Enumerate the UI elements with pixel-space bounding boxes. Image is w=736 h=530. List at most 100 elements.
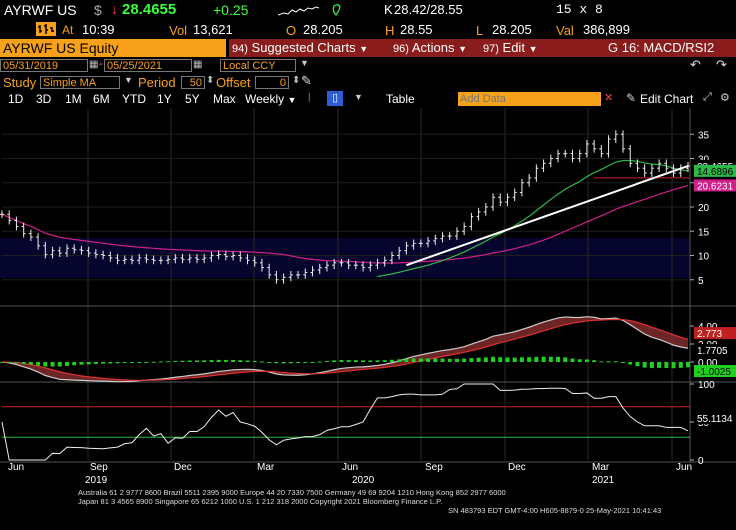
- macd-histogram-bar: [548, 356, 553, 362]
- macd-histogram-bar: [404, 358, 409, 362]
- graph-name: G 16: MACD/RSI2: [608, 40, 715, 55]
- axes: 510152025303528.465520.623114.68964.002.…: [690, 130, 736, 467]
- macd-histogram-bar: [288, 362, 293, 364]
- edit-chart-button[interactable]: Edit Chart: [640, 92, 694, 106]
- candle-chart-icon[interactable]: ▯: [327, 91, 343, 106]
- start-date-field[interactable]: 05/31/2019: [0, 59, 88, 72]
- quote-details: At 10:39 Vol 13,621 O 28.205 H 28.55 L 2…: [0, 20, 736, 38]
- macd-histogram-bar: [216, 359, 221, 362]
- macd-histogram-bar: [389, 359, 394, 362]
- period-label: Period: [138, 75, 176, 90]
- calendar-icon[interactable]: ▦: [89, 59, 99, 70]
- menu-bar: [229, 39, 736, 57]
- tab-5y[interactable]: 5Y: [185, 92, 200, 106]
- tab-1m[interactable]: 1M: [65, 92, 82, 106]
- macd-histogram-bar: [310, 362, 315, 363]
- tab-1d[interactable]: 1D: [8, 92, 24, 106]
- macd-histogram-bar: [671, 362, 676, 369]
- macd-histogram-bar: [72, 362, 77, 366]
- period-field[interactable]: 50: [181, 76, 205, 89]
- security-field[interactable]: AYRWF US Equity: [0, 39, 226, 57]
- signal-line: [1, 318, 689, 381]
- price-panel: [0, 130, 690, 284]
- macd-histogram-bar: [462, 358, 467, 362]
- stepper-icon[interactable]: ⬍: [206, 75, 215, 86]
- macd-histogram-bar: [259, 361, 264, 363]
- macd-histogram-bar: [332, 360, 337, 362]
- suggested-charts-menu[interactable]: 94) Suggested Charts ▼: [232, 40, 368, 55]
- chart-canvas[interactable]: 510152025303528.465520.623114.68964.002.…: [0, 108, 736, 480]
- y-tick-label: 35: [698, 130, 710, 141]
- volume: 13,621: [193, 22, 233, 37]
- macd-histogram-bar: [267, 362, 272, 363]
- actions-label: Actions: [411, 40, 455, 55]
- end-date-field[interactable]: 05/25/2021: [104, 59, 192, 72]
- open-label: O: [286, 23, 297, 38]
- rsi-value-label: 55.1134: [697, 414, 733, 425]
- edit-number: 97): [483, 43, 499, 55]
- calendar-icon[interactable]: ▦: [193, 59, 203, 70]
- trend-line: [406, 164, 689, 267]
- table-button[interactable]: Table: [386, 92, 415, 106]
- macd-histogram-bar: [657, 362, 662, 368]
- macd-histogram-bar: [202, 360, 207, 362]
- macd-histogram-bar: [411, 358, 416, 362]
- x-tick-label: Jun: [8, 462, 25, 473]
- macd-histogram-bar: [592, 360, 597, 362]
- macd-histogram-bar: [584, 359, 589, 362]
- macd-histogram-bar: [79, 362, 84, 365]
- x-tick-label: Mar: [592, 462, 610, 473]
- at-label: At: [62, 23, 74, 37]
- zoom-in-icon[interactable]: ⤢: [703, 91, 712, 103]
- macd-histogram-bar: [166, 361, 171, 363]
- offset-field[interactable]: 0: [255, 76, 289, 89]
- moving-average-line: [377, 159, 689, 278]
- quote-header: AYRWF US $ ↓ 28.4655 +0.25 K 28.42/28.55…: [0, 0, 736, 20]
- actions-menu[interactable]: 96) Actions ▼: [393, 40, 467, 55]
- edit-chart-icon[interactable]: ✎: [626, 91, 637, 105]
- macd-histogram-bar: [649, 362, 654, 369]
- macd-histogram-bar: [122, 362, 127, 363]
- volume-label: Vol: [169, 23, 188, 38]
- macd-histogram-bar: [491, 356, 496, 362]
- redo-icon[interactable]: ↷: [716, 57, 727, 72]
- macd-histogram-bar: [281, 362, 286, 364]
- chevron-down-icon[interactable]: ▼: [124, 75, 133, 85]
- chevron-down-icon[interactable]: ▼: [300, 58, 309, 68]
- macd-histogram-bar: [252, 360, 257, 362]
- currency-select[interactable]: Local CCY: [220, 59, 296, 72]
- bid-ask: 28.42/28.55: [394, 2, 463, 17]
- chevron-down-icon: ▼: [359, 44, 369, 54]
- undo-icon[interactable]: ↶: [690, 57, 701, 72]
- settings-icon[interactable]: ⚙: [720, 92, 730, 104]
- pencil-icon[interactable]: ✎: [301, 73, 312, 88]
- macd-histogram-bar: [635, 362, 640, 367]
- tab-max[interactable]: Max: [213, 92, 236, 106]
- chevron-down-icon[interactable]: ▼: [354, 92, 363, 102]
- close-icon[interactable]: ✕: [604, 92, 614, 104]
- tab-ytd[interactable]: YTD: [122, 92, 146, 106]
- macd-histogram-bar: [245, 360, 250, 362]
- high-price: 28.55: [400, 22, 433, 37]
- edit-label: Edit: [502, 40, 525, 55]
- tab-1y[interactable]: 1Y: [157, 92, 172, 106]
- x-tick-label: Sep: [90, 462, 108, 473]
- edit-menu[interactable]: 97) Edit ▼: [483, 40, 537, 55]
- currency-symbol: $: [94, 2, 102, 18]
- macd-area: [2, 316, 688, 382]
- macd-histogram-bar: [440, 358, 445, 362]
- line-chart-icon[interactable]: ⦚: [308, 91, 311, 105]
- tab-6m[interactable]: 6M: [93, 92, 110, 106]
- tab-3d[interactable]: 3D: [36, 92, 52, 106]
- chart-type-icon[interactable]: [36, 22, 56, 36]
- stepper-icon[interactable]: ⬍: [292, 75, 301, 86]
- high-label: H: [385, 23, 395, 38]
- frequency-select[interactable]: Weekly ▼: [245, 92, 296, 106]
- study-type-select[interactable]: Simple MA: [40, 76, 120, 89]
- x-tick-label: Jun: [676, 462, 693, 473]
- histogram-value-label: -1.0025: [697, 367, 731, 378]
- macd-histogram-bar: [36, 362, 41, 366]
- traded-value: 386,899: [583, 22, 630, 37]
- add-data-input[interactable]: [458, 92, 601, 106]
- macd-histogram-bar: [231, 359, 236, 362]
